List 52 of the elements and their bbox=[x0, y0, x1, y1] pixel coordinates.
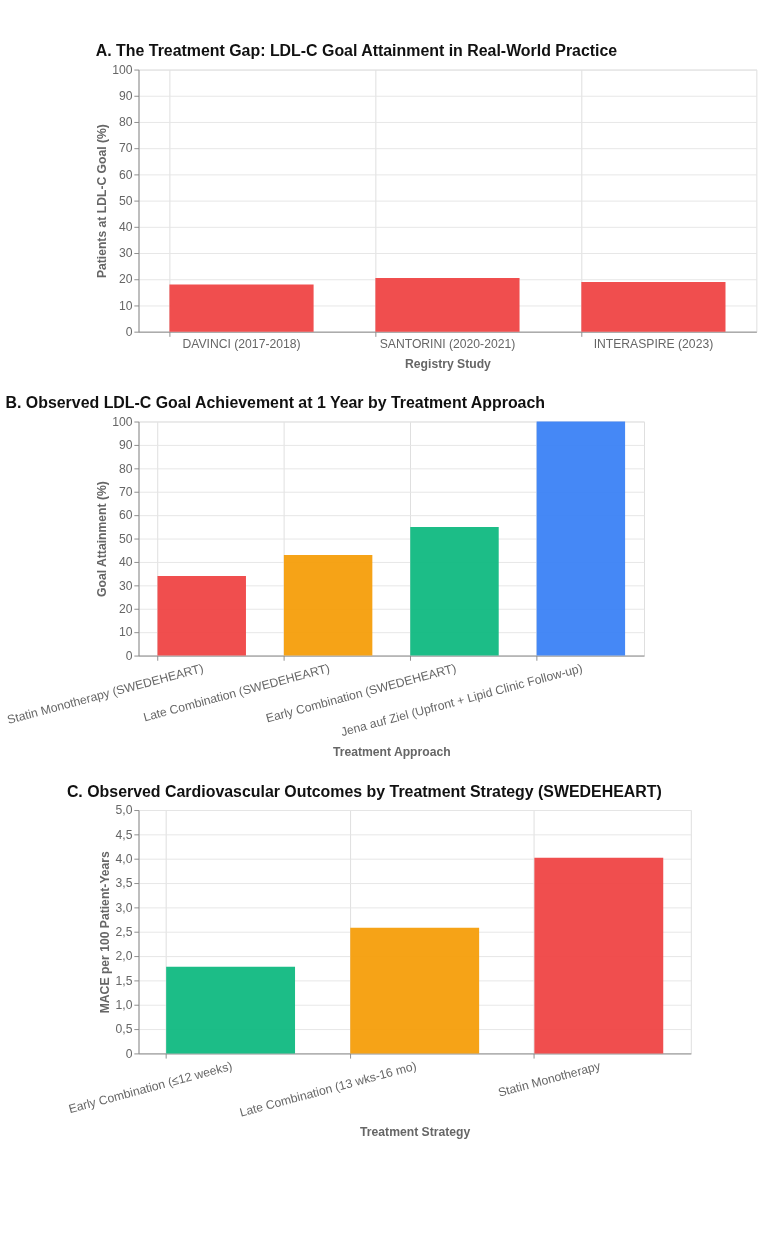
chart-title: C. Observed Cardiovascular Outcomes by Treatment Strategy (SWEDEHEART) bbox=[66, 782, 662, 800]
bar bbox=[410, 526, 499, 656]
y-tick-label: 2,5 bbox=[115, 924, 133, 939]
y-axis-title: Patients at LDL-C Goal (%) bbox=[94, 124, 109, 279]
chart-title: B. Observed LDL-C Goal Achievement at 1 Year by Treatment Approach bbox=[5, 394, 545, 412]
x-tick-label: DAVINCI (2017-2018) bbox=[182, 337, 301, 352]
bar bbox=[350, 927, 480, 1054]
y-tick-label: 10 bbox=[118, 625, 133, 640]
bar bbox=[166, 966, 296, 1054]
y-tick-label: 20 bbox=[118, 272, 133, 287]
y-tick-label: 2,0 bbox=[115, 949, 133, 964]
chart-title: A. The Treatment Gap: LDL-C Goal Attainment in Real-World Practice bbox=[95, 42, 618, 60]
y-tick-label: 70 bbox=[118, 484, 133, 499]
y-tick-label: 50 bbox=[118, 193, 133, 208]
y-tick-label: 80 bbox=[118, 461, 133, 476]
y-tick-label: 0 bbox=[125, 324, 133, 339]
y-tick-label: 4,0 bbox=[115, 851, 133, 866]
y-tick-label: 40 bbox=[118, 220, 133, 235]
bar bbox=[283, 554, 373, 656]
y-tick-label: 50 bbox=[118, 531, 133, 546]
x-axis-title: Registry Study bbox=[405, 356, 492, 371]
y-tick-label: 10 bbox=[118, 298, 133, 313]
y-tick-label: 5,0 bbox=[115, 803, 133, 818]
y-tick-label: 40 bbox=[118, 555, 133, 570]
y-tick-label: 0 bbox=[125, 1046, 133, 1061]
x-tick-label: INTERASPIRE (2023) bbox=[593, 337, 714, 352]
y-axis-title: Goal Attainment (%) bbox=[94, 481, 109, 597]
y-axis-title: MACE per 100 Patient-Years bbox=[97, 850, 112, 1014]
y-tick-label: 70 bbox=[118, 141, 133, 156]
x-axis-title: Treatment Approach bbox=[332, 744, 451, 759]
y-tick-label: 4,5 bbox=[115, 827, 133, 842]
y-tick-label: 0,5 bbox=[115, 1022, 133, 1037]
y-tick-label: 90 bbox=[118, 89, 133, 104]
y-tick-label: 80 bbox=[118, 115, 133, 130]
y-tick-label: 3,5 bbox=[115, 876, 133, 891]
y-tick-label: 30 bbox=[118, 246, 133, 261]
y-tick-label: 60 bbox=[118, 508, 133, 523]
y-tick-label: 90 bbox=[118, 438, 133, 453]
y-tick-label: 1,5 bbox=[115, 973, 133, 988]
x-tick-label: SANTORINI (2020-2021) bbox=[379, 337, 516, 352]
bar bbox=[157, 576, 246, 656]
bar bbox=[534, 857, 664, 1054]
y-tick-label: 3,0 bbox=[115, 900, 133, 915]
y-tick-label: 20 bbox=[118, 602, 133, 616]
y-tick-label: 0 bbox=[125, 648, 133, 663]
y-tick-label: 100 bbox=[112, 414, 133, 429]
bar bbox=[536, 421, 626, 656]
y-tick-label: 100 bbox=[112, 62, 133, 77]
y-tick-label: 60 bbox=[118, 167, 133, 182]
x-axis-title: Treatment Strategy bbox=[360, 1125, 471, 1140]
y-tick-label: 30 bbox=[118, 578, 133, 593]
y-tick-label: 1,0 bbox=[115, 997, 133, 1012]
